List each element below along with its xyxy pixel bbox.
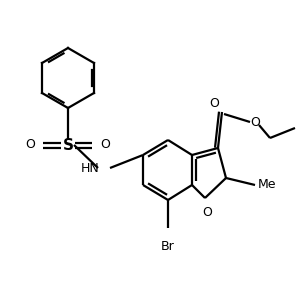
Text: O: O [250, 115, 260, 128]
Text: O: O [25, 139, 35, 151]
Text: O: O [209, 97, 219, 110]
Text: O: O [202, 206, 212, 219]
Text: Br: Br [161, 240, 175, 253]
Text: HN: HN [81, 162, 100, 175]
Text: O: O [100, 139, 110, 151]
Text: Me: Me [258, 179, 277, 191]
Text: S: S [63, 137, 74, 153]
